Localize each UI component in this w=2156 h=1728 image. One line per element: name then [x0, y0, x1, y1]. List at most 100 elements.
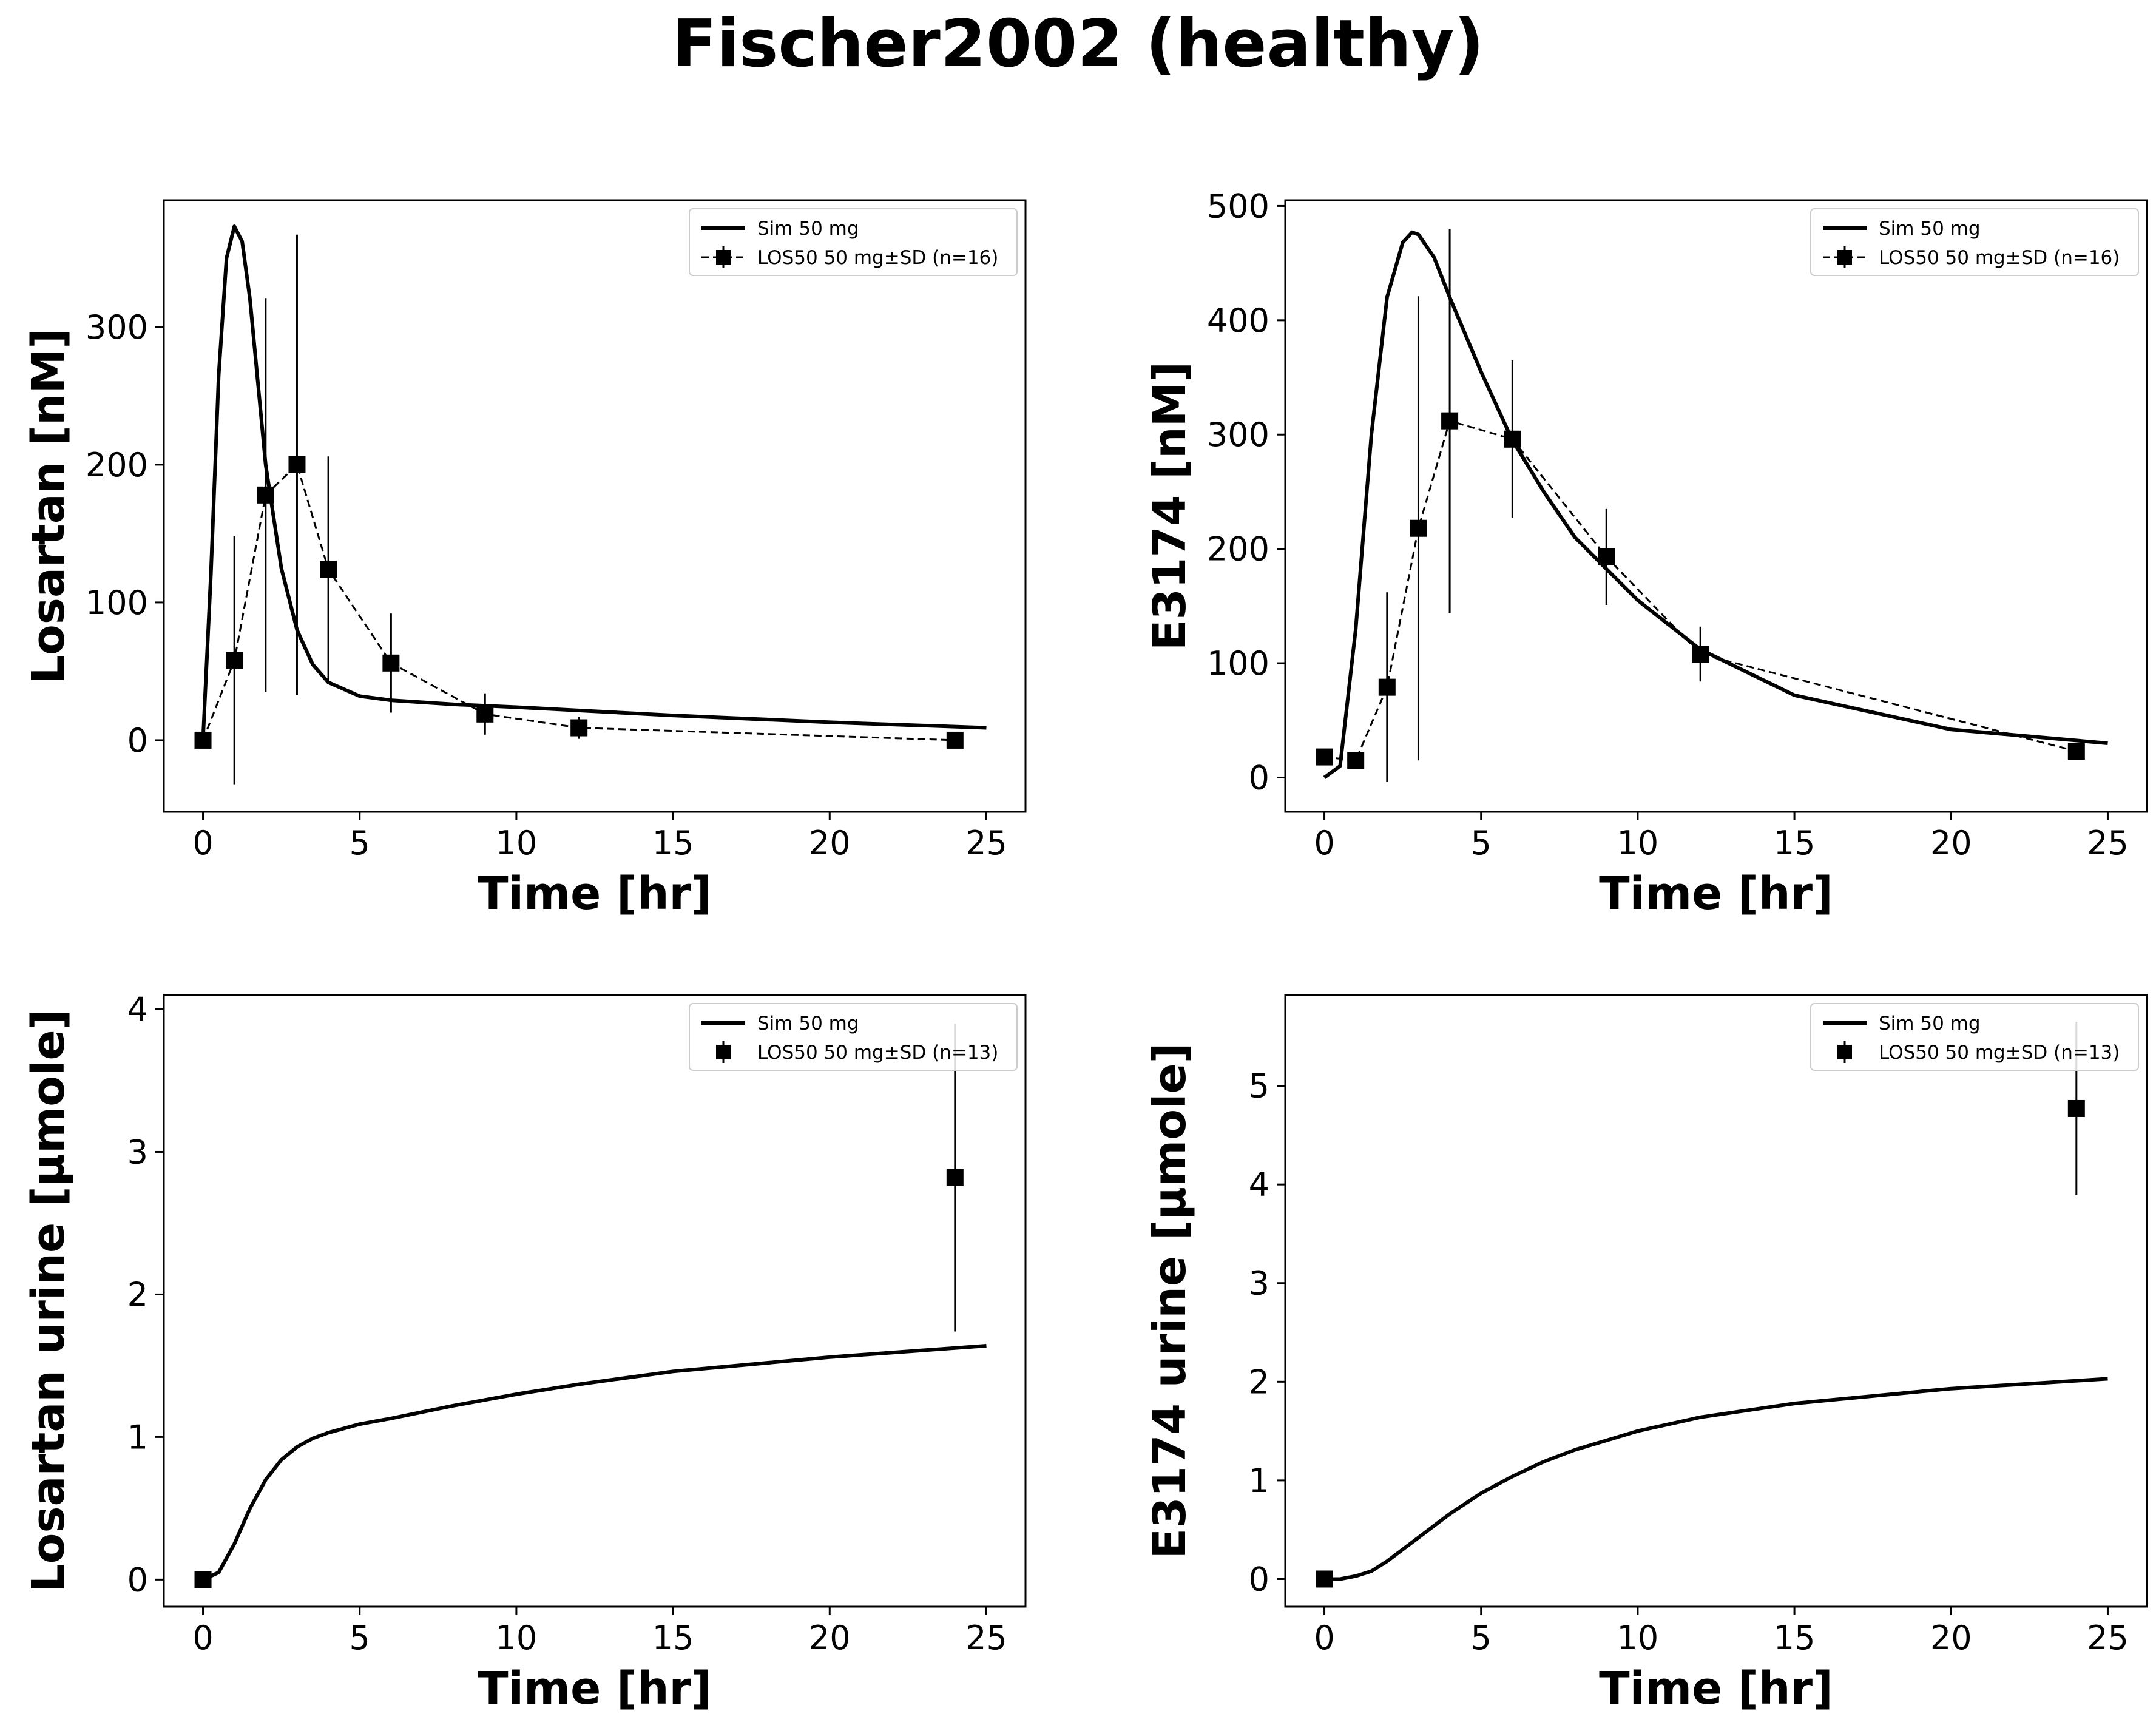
legend: Sim 50 mg LOS50 50 mg±SD (n=13) — [689, 1003, 1018, 1071]
axes-frame — [163, 199, 1027, 813]
data-point — [946, 731, 964, 749]
data-point — [1316, 748, 1333, 766]
y-tick-label: 400 — [1207, 302, 1269, 340]
y-tick-label: 4 — [1249, 1166, 1269, 1204]
axes-frame — [1284, 199, 2148, 813]
axes-frame — [1284, 994, 2148, 1608]
y-tick-label: 0 — [127, 721, 148, 760]
panel-e3174-urine: 0 5 10 15 20 25 0 1 2 3 4 5 Time [hr] E3174 urine [µm… — [1144, 994, 2148, 1715]
data-point — [194, 731, 212, 749]
x-tick-label: 5 — [1471, 824, 1492, 862]
legend-handle-marker — [716, 250, 731, 265]
data-point — [1598, 548, 1615, 565]
x-tick-label: 25 — [2087, 1619, 2129, 1657]
x-tick-label: 20 — [809, 1619, 851, 1657]
data-point — [1378, 678, 1396, 696]
x-axis-label: Time [hr] — [478, 1662, 712, 1715]
data-point — [946, 1169, 964, 1186]
legend: Sim 50 mg LOS50 50 mg±SD (n=16) — [1810, 208, 2139, 276]
x-tick-label: 15 — [652, 1619, 694, 1657]
sim-line — [202, 1344, 987, 1582]
y-tick-label: 0 — [127, 1561, 148, 1599]
x-tick-label: 15 — [1774, 824, 1816, 862]
y-tick-label: 1 — [127, 1418, 148, 1456]
x-tick-label: 0 — [192, 824, 213, 862]
legend-entry: Sim 50 mg — [1879, 218, 1981, 240]
y-tick-label: 2 — [1249, 1363, 1269, 1401]
y-axis-label: Losartan [nM] — [22, 328, 75, 684]
y-tick-label: 500 — [1207, 187, 1269, 225]
y-tick-label: 300 — [1207, 416, 1269, 454]
y-tick-label: 1 — [1249, 1462, 1269, 1500]
x-tick-label: 25 — [965, 1619, 1007, 1657]
y-tick-label: 0 — [1249, 1560, 1269, 1598]
x-axis-label: Time [hr] — [1599, 1662, 1833, 1715]
x-tick-label: 25 — [965, 824, 1007, 862]
x-tick-label: 10 — [496, 824, 538, 862]
data-point — [320, 561, 337, 578]
y-axis-label: E3174 [nM] — [1144, 362, 1196, 650]
legend-entry: Sim 50 mg — [757, 218, 859, 240]
x-tick-label: 5 — [1471, 1619, 1492, 1657]
x-axis-label: Time [hr] — [478, 868, 712, 920]
y-tick-label: 100 — [86, 584, 148, 622]
data-point — [226, 652, 243, 669]
data-point — [1441, 412, 1459, 430]
data-point — [570, 719, 588, 737]
data-line — [1324, 419, 2077, 761]
data-point — [2067, 743, 2085, 760]
x-tick-label: 5 — [350, 1619, 370, 1657]
data-point — [1410, 519, 1427, 537]
legend: Sim 50 mg LOS50 50 mg±SD (n=13) — [1810, 1003, 2139, 1071]
legend-entry: Sim 50 mg — [757, 1013, 859, 1034]
data-point — [1692, 645, 1709, 663]
x-tick-label: 0 — [192, 1619, 213, 1657]
data-point — [2067, 1099, 2085, 1117]
legend-handle-marker — [1837, 250, 1852, 265]
sim-line — [1323, 230, 2108, 779]
y-tick-label: 3 — [127, 1133, 148, 1171]
y-tick-label: 2 — [127, 1275, 148, 1314]
legend-entry: LOS50 50 mg±SD (n=13) — [1879, 1042, 2120, 1064]
legend: Sim 50 mg LOS50 50 mg±SD (n=16) — [689, 208, 1018, 276]
x-tick-label: 10 — [1617, 824, 1659, 862]
data-point — [382, 654, 400, 672]
x-tick-label: 20 — [809, 824, 851, 862]
y-tick-label: 300 — [86, 308, 148, 346]
x-tick-label: 25 — [2087, 824, 2129, 862]
x-tick-label: 20 — [1930, 1619, 1972, 1657]
x-tick-label: 10 — [496, 1619, 538, 1657]
panel-losartan-urine: 0 5 10 15 20 25 0 1 2 3 4 Time [hr] Losartan urine [… — [22, 990, 1027, 1715]
data-line — [202, 463, 955, 741]
legend-handle-marker — [1837, 1045, 1852, 1059]
x-tick-label: 0 — [1314, 824, 1334, 862]
y-tick-label: 100 — [1207, 644, 1269, 683]
y-tick-label: 5 — [1249, 1067, 1269, 1105]
data-point — [194, 1571, 212, 1588]
y-tick-label: 3 — [1249, 1264, 1269, 1303]
sim-line — [1324, 1377, 2108, 1581]
panel-losartan-plasma: 0 5 10 15 20 25 0 100 200 300 Time [hr] Losartan [n… — [22, 199, 1027, 920]
y-axis-label: E3174 urine [µmole] — [1144, 1042, 1196, 1559]
x-tick-label: 15 — [1774, 1619, 1816, 1657]
legend-entry: Sim 50 mg — [1879, 1013, 1981, 1034]
data-point — [257, 486, 274, 504]
data-point — [1504, 430, 1521, 448]
x-tick-label: 15 — [652, 824, 694, 862]
data-point — [1347, 752, 1365, 769]
x-tick-label: 10 — [1617, 1619, 1659, 1657]
data-point — [476, 705, 494, 723]
data-point — [1316, 1570, 1333, 1588]
axes-frame — [163, 994, 1027, 1608]
legend-entry: LOS50 50 mg±SD (n=16) — [1879, 247, 2120, 269]
figure-title: Fischer2002 (healthy) — [672, 6, 1484, 82]
x-tick-label: 5 — [350, 824, 370, 862]
legend-entry: LOS50 50 mg±SD (n=13) — [757, 1042, 998, 1064]
legend-handle-marker — [716, 1045, 731, 1059]
x-tick-label: 20 — [1930, 824, 1972, 862]
y-tick-label: 4 — [127, 990, 148, 1028]
x-axis-label: Time [hr] — [1599, 868, 1833, 920]
x-tick-label: 0 — [1314, 1619, 1334, 1657]
y-tick-label: 0 — [1249, 758, 1269, 797]
